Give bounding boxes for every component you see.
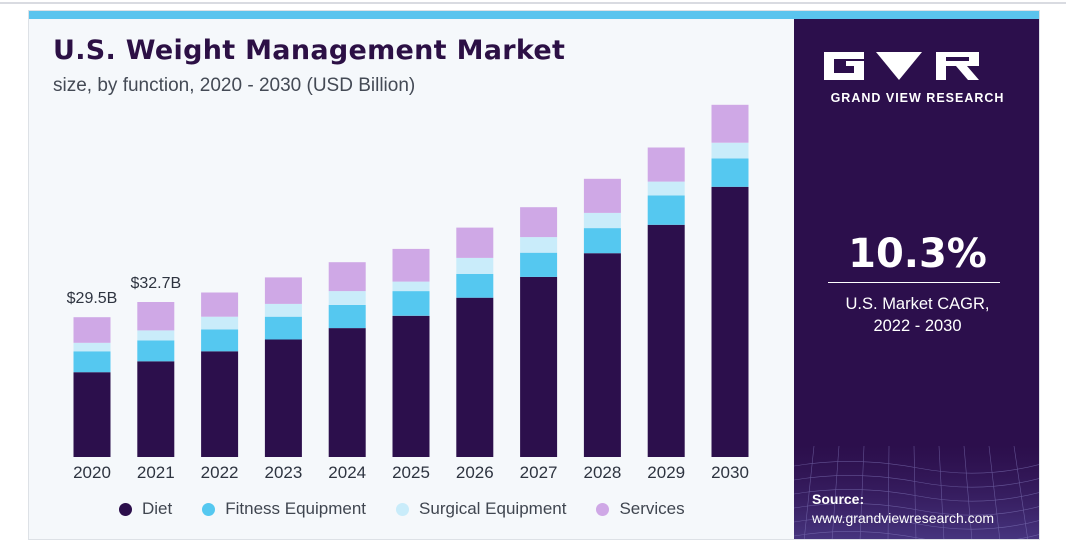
bar-surgical-equipment-2029 xyxy=(647,181,685,196)
stacked-bar-chart: 2020 $29.5B 2021 $32.7B 2022 2023 2024 2025 2026… xyxy=(67,104,749,482)
x-tick-label-2030: 2030 xyxy=(711,463,749,482)
bar-surgical-equipment-2023 xyxy=(264,303,302,317)
bar-diet-2022 xyxy=(201,351,239,457)
source-url: www.grandviewresearch.com xyxy=(812,510,995,526)
bar-services-2021 xyxy=(137,302,175,331)
chart-subtitle: size, by function, 2020 - 2030 (USD Bill… xyxy=(53,75,416,96)
x-tick-label-2025: 2025 xyxy=(392,463,430,482)
x-tick-label-2023: 2023 xyxy=(264,463,302,482)
legend-item-fitness-equipment: Fitness Equipment xyxy=(202,499,366,519)
legend-swatch-fitness-equipment xyxy=(202,502,216,516)
legend-swatch-diet xyxy=(119,502,132,516)
bar-services-2020 xyxy=(73,317,111,343)
bar-fitness-equipment-2024 xyxy=(328,304,366,329)
legend-swatch-surgical-equipment xyxy=(396,502,410,516)
bar-surgical-equipment-2028 xyxy=(583,212,621,229)
bar-services-2028 xyxy=(583,178,621,213)
legend-item-diet: Diet xyxy=(119,499,172,519)
bar-surgical-equipment-2026 xyxy=(456,257,494,274)
bar-surgical-equipment-2022 xyxy=(201,316,239,330)
brand-name: GRAND VIEW RESEARCH xyxy=(830,91,1005,105)
x-tick-label-2021: 2021 xyxy=(137,463,175,482)
bar-fitness-equipment-2026 xyxy=(456,274,494,298)
bar-surgical-equipment-2021 xyxy=(137,330,175,341)
bar-services-2030 xyxy=(711,104,749,143)
bar-surgical-equipment-2020 xyxy=(73,342,111,352)
bar-diet-2027 xyxy=(520,276,558,457)
cagr-divider xyxy=(828,282,1000,283)
bar-fitness-equipment-2022 xyxy=(201,329,239,352)
side-panel: GRAND VIEW RESEARCH 10.3% U.S. Market CA… xyxy=(794,19,1039,539)
top-divider xyxy=(0,2,1066,4)
cagr-label-line1: U.S. Market CAGR, xyxy=(845,295,990,313)
bar-services-2026 xyxy=(456,227,494,258)
x-tick-label-2029: 2029 xyxy=(647,463,685,482)
bar-surgical-equipment-2030 xyxy=(711,142,749,159)
bar-diet-2026 xyxy=(456,297,494,457)
x-tick-label-2027: 2027 xyxy=(520,463,558,482)
bar-fitness-equipment-2028 xyxy=(583,228,621,254)
x-tick-label-2020: 2020 xyxy=(73,463,111,482)
card-accent-bar xyxy=(29,11,1039,19)
bar-diet-2029 xyxy=(647,224,685,457)
bar-services-2025 xyxy=(392,248,430,282)
chart-title: U.S. Weight Management Market xyxy=(53,35,566,66)
cagr-label: U.S. Market CAGR, 2022 - 2030 xyxy=(794,293,1039,337)
legend-label-diet: Diet xyxy=(142,499,173,518)
bar-fitness-equipment-2023 xyxy=(264,316,302,340)
chart-legend: Diet Fitness Equipment Surgical Equipmen… xyxy=(119,499,685,519)
bar-services-2024 xyxy=(328,262,366,292)
bar-services-2022 xyxy=(201,292,239,317)
legend-swatch-services xyxy=(596,502,610,516)
brand-logo-icon xyxy=(824,52,979,80)
bar-services-2023 xyxy=(264,277,302,304)
bar-fitness-equipment-2020 xyxy=(73,351,111,373)
bar-fitness-equipment-2021 xyxy=(137,340,175,362)
x-tick-label-2028: 2028 xyxy=(583,463,621,482)
bar-services-2029 xyxy=(647,147,685,182)
legend-item-services: Services xyxy=(596,499,685,519)
bar-fitness-equipment-2030 xyxy=(711,158,749,187)
bar-surgical-equipment-2027 xyxy=(520,237,558,253)
legend-item-surgical-equipment: Surgical Equipment xyxy=(396,499,566,519)
bar-diet-2023 xyxy=(264,339,302,457)
bar-diet-2021 xyxy=(137,361,175,457)
bar-fitness-equipment-2025 xyxy=(392,291,430,316)
bar-services-2027 xyxy=(520,207,558,238)
legend-label-fitness-equipment: Fitness Equipment xyxy=(225,499,367,518)
data-label-2020: $29.5B xyxy=(67,290,118,307)
source-label: Source: xyxy=(812,491,865,507)
cagr-value: 10.3% xyxy=(848,231,987,277)
legend-label-surgical-equipment: Surgical Equipment xyxy=(419,499,567,518)
bar-surgical-equipment-2024 xyxy=(328,291,366,305)
x-tick-label-2024: 2024 xyxy=(328,463,366,482)
bar-diet-2024 xyxy=(328,328,366,457)
x-tick-label-2022: 2022 xyxy=(201,463,239,482)
bar-surgical-equipment-2025 xyxy=(392,281,430,292)
bar-fitness-equipment-2029 xyxy=(647,195,685,225)
bar-diet-2025 xyxy=(392,315,430,457)
bar-diet-2020 xyxy=(73,372,111,457)
cagr-label-line2: 2022 - 2030 xyxy=(873,317,962,335)
legend-label-services: Services xyxy=(619,499,685,518)
data-label-2021: $32.7B xyxy=(130,275,181,292)
bar-diet-2028 xyxy=(583,253,621,457)
infographic-card: U.S. Weight Management Market size, by f… xyxy=(28,10,1040,540)
bar-fitness-equipment-2027 xyxy=(520,252,558,277)
mesh-background-graphic xyxy=(794,446,1039,539)
bar-diet-2030 xyxy=(711,186,749,458)
x-tick-label-2026: 2026 xyxy=(456,463,494,482)
